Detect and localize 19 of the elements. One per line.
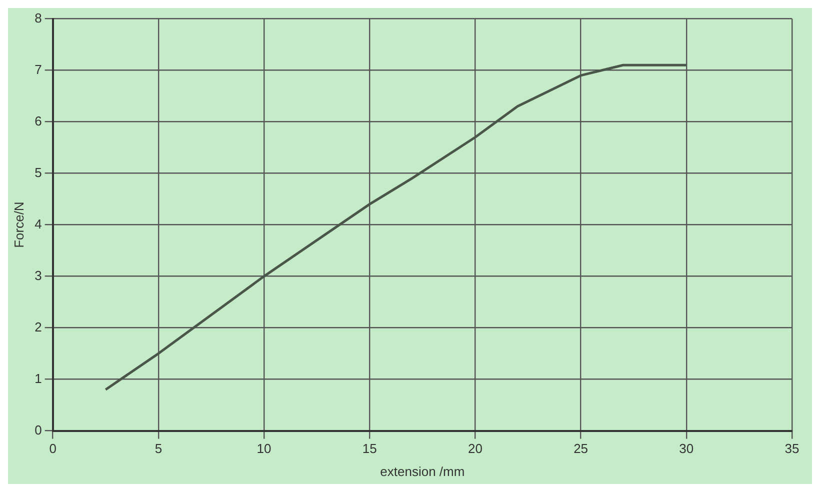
y-axis-title: Force/N bbox=[11, 202, 26, 248]
y-tick-label: 5 bbox=[34, 164, 42, 180]
x-tick-label: 15 bbox=[362, 441, 377, 456]
y-tick-label: 0 bbox=[34, 422, 42, 438]
x-tick-label: 35 bbox=[784, 441, 800, 456]
x-tick-label: 25 bbox=[574, 441, 588, 456]
x-axis-title: extension /mm bbox=[380, 464, 465, 479]
y-tick-label: 8 bbox=[34, 10, 42, 26]
x-tick-label: 0 bbox=[49, 441, 56, 456]
x-tick-label: 5 bbox=[154, 441, 162, 456]
x-tick-label: 10 bbox=[256, 441, 272, 456]
x-tick-label: 30 bbox=[679, 441, 694, 456]
y-tick-label: 1 bbox=[34, 370, 42, 386]
y-tick-label: 7 bbox=[34, 62, 42, 77]
x-tick-label: 20 bbox=[468, 441, 482, 456]
y-tick-label: 6 bbox=[34, 113, 42, 128]
y-tick-label: 3 bbox=[34, 268, 42, 283]
y-tick-label: 4 bbox=[34, 216, 42, 232]
y-tick-label: 2 bbox=[34, 319, 42, 334]
